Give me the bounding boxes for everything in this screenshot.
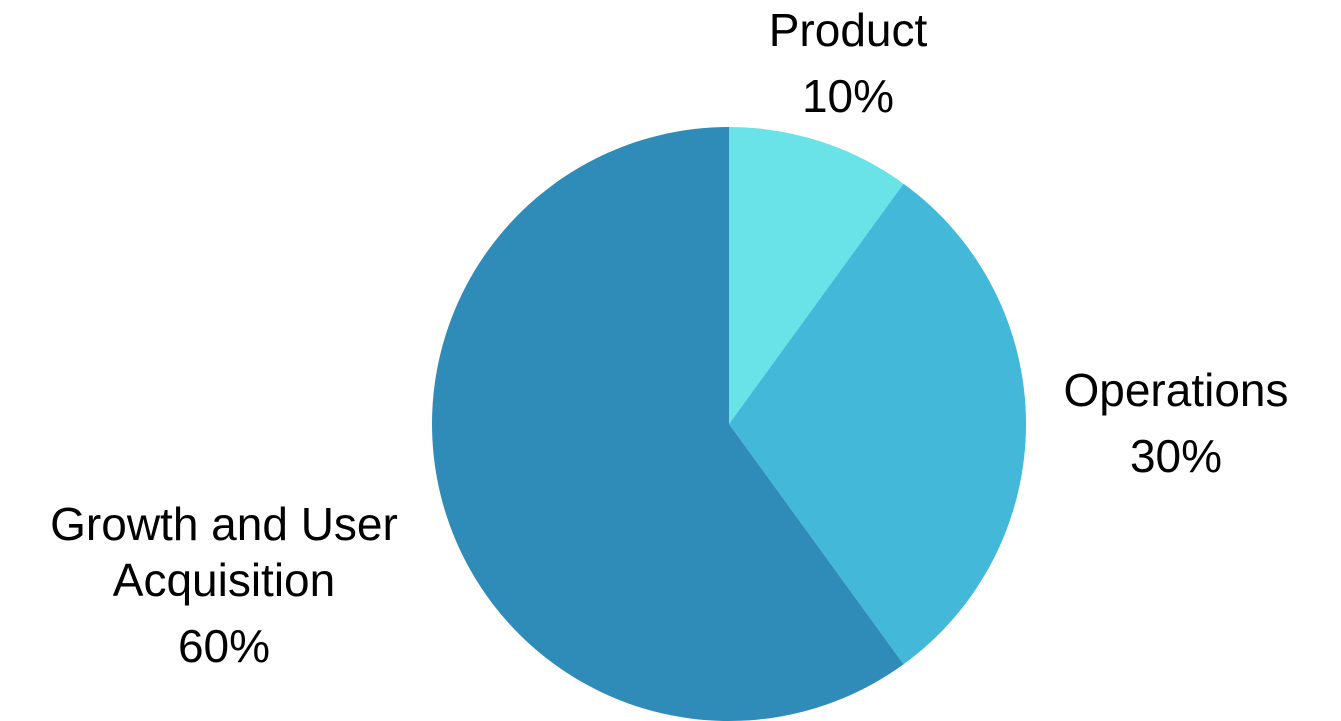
slice-value-product: 10% xyxy=(802,70,894,122)
slice-label-product-line-1: Product xyxy=(769,4,928,56)
slice-value-operations: 30% xyxy=(1130,430,1222,482)
pie-slice-growth-and-user-acquisition xyxy=(432,127,904,721)
slice-label-growth-and-user-acquisition-line-2: Acquisition xyxy=(113,554,335,606)
pie-slice-product xyxy=(729,127,904,424)
pie-slices xyxy=(432,127,1026,721)
slice-value-growth-and-user-acquisition: 60% xyxy=(178,620,270,672)
slice-label-growth-and-user-acquisition-line-1: Growth and User xyxy=(50,498,398,550)
slice-label-operations-line-1: Operations xyxy=(1063,364,1288,416)
pie-labels: Product 10% Operations 30% Growth and UserAc… xyxy=(50,4,1288,672)
pie-slice-operations xyxy=(729,183,1026,665)
